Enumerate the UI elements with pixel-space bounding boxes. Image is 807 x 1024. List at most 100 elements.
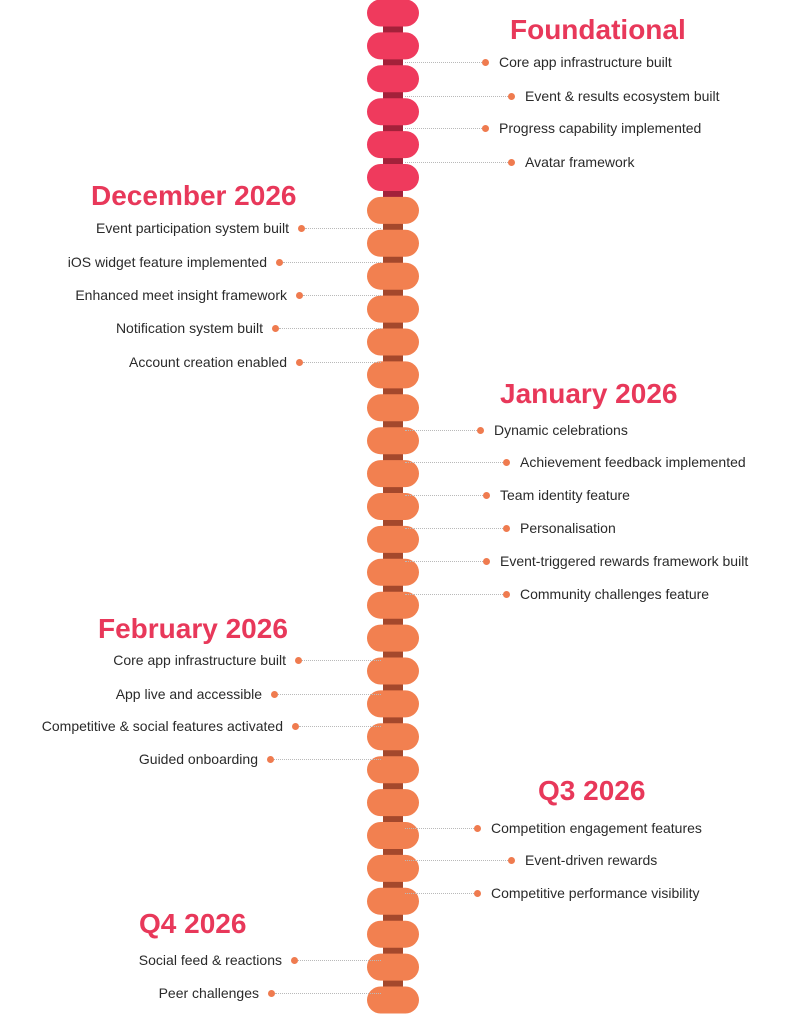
milestone-dot bbox=[267, 755, 274, 763]
milestone-dot bbox=[298, 224, 305, 232]
milestone-label: Enhanced meet insight framework bbox=[75, 287, 287, 303]
milestone-item: Competitive & social features activated bbox=[42, 716, 299, 736]
connector-line bbox=[405, 462, 503, 463]
milestone-item: Guided onboarding bbox=[139, 749, 274, 769]
milestone-dot bbox=[296, 358, 303, 366]
milestone-item: Community challenges feature bbox=[503, 584, 709, 604]
milestone-dot bbox=[508, 92, 515, 100]
milestone-label: Event-triggered rewards framework built bbox=[500, 553, 749, 569]
milestone-item: Achievement feedback implemented bbox=[503, 452, 746, 472]
connector-line bbox=[405, 860, 508, 861]
section-heading: January 2026 bbox=[500, 378, 678, 409]
section-heading: Q4 2026 bbox=[139, 908, 247, 939]
connector-line bbox=[405, 594, 503, 595]
spine-pill bbox=[367, 657, 419, 685]
milestone-dot bbox=[508, 158, 515, 166]
section-heading: February 2026 bbox=[98, 613, 288, 644]
connector-line bbox=[405, 528, 503, 529]
connector-line bbox=[275, 993, 381, 994]
connector-line bbox=[405, 893, 474, 894]
connector-line bbox=[405, 495, 483, 496]
milestone-item: Social feed & reactions bbox=[139, 950, 298, 970]
spine-pill bbox=[367, 986, 419, 1014]
connector-line bbox=[299, 726, 381, 727]
spine-pill bbox=[367, 558, 419, 586]
milestone-dot bbox=[268, 989, 275, 997]
milestone-label: Achievement feedback implemented bbox=[520, 454, 746, 470]
spine-pill bbox=[367, 460, 419, 488]
spine-pill bbox=[367, 887, 419, 915]
milestone-dot bbox=[483, 491, 490, 499]
connector-line bbox=[302, 660, 381, 661]
milestone-dot bbox=[482, 58, 489, 66]
milestone-item: Event participation system built bbox=[96, 218, 305, 238]
milestone-item: Competition engagement features bbox=[474, 818, 702, 838]
spine-pill bbox=[367, 493, 419, 520]
connector-line bbox=[279, 328, 381, 329]
spine-pill bbox=[367, 427, 419, 455]
spine-pill bbox=[367, 65, 419, 93]
spine-pill bbox=[367, 361, 419, 389]
milestone-item: Avatar framework bbox=[508, 152, 634, 172]
connector-line bbox=[274, 759, 381, 760]
milestone-item: Dynamic celebrations bbox=[477, 420, 628, 440]
milestone-dot bbox=[503, 458, 510, 466]
milestone-label: Guided onboarding bbox=[138, 751, 258, 767]
milestone-label: App live and accessible bbox=[115, 686, 262, 702]
milestone-label: Dynamic celebrations bbox=[494, 422, 628, 438]
milestone-label: Peer challenges bbox=[158, 985, 259, 1001]
milestone-dot bbox=[295, 656, 302, 664]
connector-line bbox=[303, 362, 381, 363]
milestone-item: Core app infrastructure built bbox=[113, 650, 302, 670]
milestone-dot bbox=[296, 291, 303, 299]
milestone-dot bbox=[503, 524, 510, 532]
milestone-item: Account creation enabled bbox=[129, 352, 303, 372]
spine-pill bbox=[367, 394, 419, 422]
connector-line bbox=[405, 128, 482, 129]
spine-pill bbox=[367, 229, 419, 257]
milestone-item: Progress capability implemented bbox=[482, 118, 701, 138]
spine-pill bbox=[367, 723, 419, 751]
milestone-label: Event participation system built bbox=[96, 220, 289, 236]
milestone-dot bbox=[503, 590, 510, 598]
milestone-label: Core app infrastructure built bbox=[113, 652, 286, 668]
milestone-dot bbox=[477, 426, 484, 434]
milestone-dot bbox=[291, 956, 298, 964]
milestone-item: iOS widget feature implemented bbox=[68, 252, 283, 272]
spine-pill bbox=[367, 624, 419, 652]
spine-pill bbox=[367, 953, 419, 981]
milestone-item: Personalisation bbox=[503, 518, 616, 538]
milestone-dot bbox=[483, 557, 490, 565]
milestone-dot bbox=[292, 722, 299, 730]
milestone-dot bbox=[474, 824, 481, 832]
milestone-label: Account creation enabled bbox=[129, 354, 287, 370]
milestone-label: Competitive performance visibility bbox=[491, 885, 700, 901]
milestone-dot bbox=[474, 889, 481, 897]
milestone-dot bbox=[272, 324, 279, 332]
milestone-item: Enhanced meet insight framework bbox=[75, 285, 303, 305]
milestone-item: App live and accessible bbox=[116, 684, 278, 704]
milestone-item: Notification system built bbox=[116, 318, 279, 338]
connector-line bbox=[405, 430, 477, 431]
milestone-item: Event & results ecosystem built bbox=[508, 86, 720, 106]
milestone-label: Social feed & reactions bbox=[138, 952, 282, 968]
milestone-label: iOS widget feature implemented bbox=[67, 254, 267, 270]
milestone-label: Core app infrastructure built bbox=[499, 54, 672, 70]
spine-pill bbox=[367, 690, 419, 718]
spine-pill bbox=[367, 196, 419, 224]
spine-pill bbox=[367, 525, 419, 553]
spine-pill bbox=[367, 262, 419, 290]
spine-pill bbox=[367, 164, 419, 191]
spine-pill bbox=[367, 822, 419, 849]
milestone-label: Progress capability implemented bbox=[499, 120, 702, 136]
section-heading: December 2026 bbox=[91, 180, 297, 211]
milestone-item: Core app infrastructure built bbox=[482, 52, 672, 72]
milestone-label: Event-driven rewards bbox=[525, 852, 658, 868]
connector-line bbox=[303, 295, 381, 296]
milestone-label: Competitive & social features activated bbox=[41, 718, 283, 734]
milestone-dot bbox=[271, 690, 278, 698]
milestone-label: Team identity feature bbox=[500, 487, 630, 503]
milestone-dot bbox=[482, 124, 489, 132]
spine-pill bbox=[367, 0, 419, 27]
connector-line bbox=[405, 96, 508, 97]
